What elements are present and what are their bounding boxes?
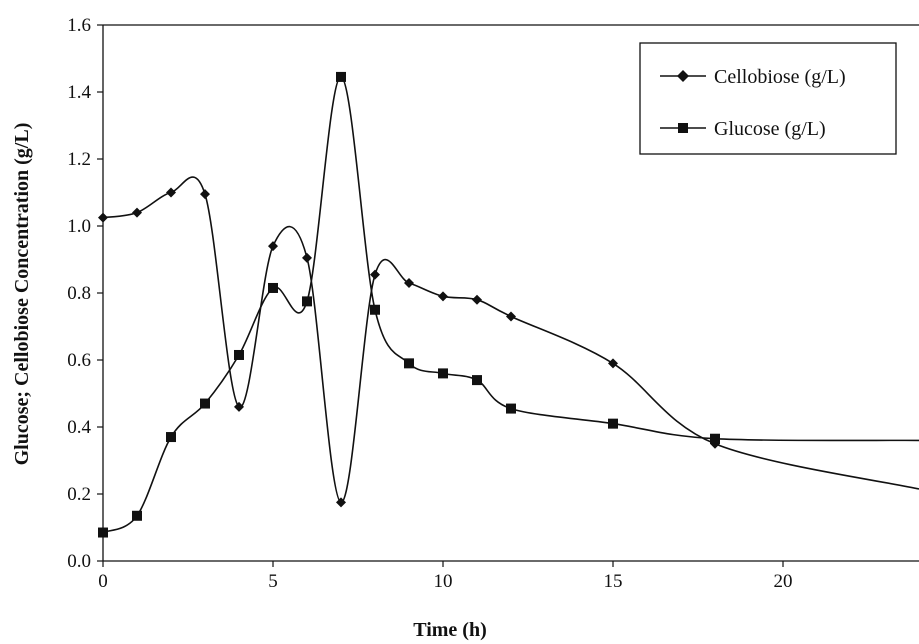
data-point-glucose [302,296,312,307]
series-layer [98,71,919,538]
y-axis: 0.0 0.2 0.4 0.6 0.8 1.0 1.2 1.4 1.6 [67,15,103,572]
y-tick-label: 1.0 [67,216,91,237]
y-tick-label: 1.4 [67,82,91,103]
data-point-cellobiose [472,294,482,305]
x-tick-label: 5 [268,571,278,592]
x-tick-label: 15 [604,571,623,592]
data-point-cellobiose [132,207,142,218]
data-point-glucose [506,403,516,414]
data-point-cellobiose [438,291,448,302]
data-point-glucose [404,358,414,369]
y-tick-label: 1.6 [67,15,91,36]
legend-label-glucose: Glucose (g/L) [714,118,826,140]
y-tick-label: 0.2 [67,484,91,505]
data-point-glucose [710,433,720,444]
data-point-cellobiose [608,358,618,369]
y-axis-title: Glucose; Cellobiose Concentration (g/L) [11,123,33,466]
data-point-cellobiose [370,269,380,280]
data-point-glucose [234,349,244,360]
x-axis-title: Time (h) [413,619,487,641]
data-point-cellobiose [268,241,278,252]
x-tick-label: 20 [774,571,793,592]
data-point-glucose [438,368,448,379]
data-point-cellobiose [200,189,210,200]
data-point-glucose [472,375,482,386]
legend-marker-glucose [678,123,688,133]
data-point-glucose [336,71,346,82]
data-point-cellobiose [506,311,516,322]
y-tick-label: 1.2 [67,149,91,170]
data-point-cellobiose [234,401,244,412]
data-point-glucose [132,510,142,521]
data-point-cellobiose [404,277,414,288]
data-point-glucose [268,282,278,293]
x-axis: 0 5 10 15 20 [98,561,793,592]
legend: Cellobiose (g/L) Glucose (g/L) [639,42,897,155]
data-point-cellobiose [166,187,176,198]
series-line-cellobiose [102,176,919,504]
y-tick-label: 0.4 [67,417,91,438]
x-tick-label: 0 [98,571,108,592]
data-point-cellobiose [98,212,108,223]
data-point-glucose [98,527,108,538]
data-point-glucose [200,398,210,409]
y-tick-label: 0.6 [67,350,91,371]
data-point-cellobiose [336,497,346,508]
x-tick-label: 10 [434,571,453,592]
y-tick-label: 0.0 [67,551,91,572]
data-point-cellobiose [302,252,312,263]
data-point-glucose [166,432,176,443]
data-point-glucose [608,418,618,429]
legend-box [639,42,897,155]
legend-marker-cellobiose [677,70,689,82]
legend-label-cellobiose: Cellobiose (g/L) [714,66,846,88]
data-point-glucose [370,304,380,315]
y-tick-label: 0.8 [67,283,91,304]
